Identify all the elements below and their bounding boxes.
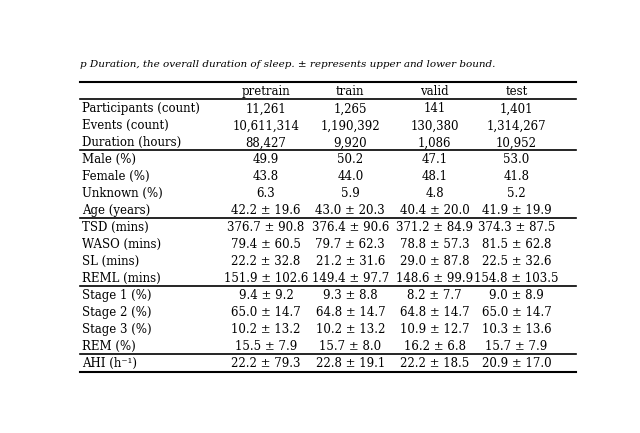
Text: 65.0 ± 14.7: 65.0 ± 14.7 <box>482 307 551 320</box>
Text: Duration (hours): Duration (hours) <box>83 136 182 149</box>
Text: 5.9: 5.9 <box>341 187 360 200</box>
Text: 81.5 ± 62.8: 81.5 ± 62.8 <box>482 238 551 252</box>
Text: 15.7 ± 8.0: 15.7 ± 8.0 <box>319 340 381 353</box>
Text: Stage 1 (%): Stage 1 (%) <box>83 289 152 302</box>
Text: 15.5 ± 7.9: 15.5 ± 7.9 <box>235 340 297 353</box>
Text: 41.8: 41.8 <box>504 170 529 183</box>
Text: Events (count): Events (count) <box>83 120 169 132</box>
Text: 9.0 ± 8.9: 9.0 ± 8.9 <box>489 289 544 302</box>
Text: 151.9 ± 102.6: 151.9 ± 102.6 <box>224 272 308 285</box>
Text: 20.9 ± 17.0: 20.9 ± 17.0 <box>482 357 551 370</box>
Text: Female (%): Female (%) <box>83 170 150 183</box>
Text: 64.8 ± 14.7: 64.8 ± 14.7 <box>400 307 470 320</box>
Text: Participants (count): Participants (count) <box>83 102 200 115</box>
Text: 22.8 ± 19.1: 22.8 ± 19.1 <box>316 357 385 370</box>
Text: 9.4 ± 9.2: 9.4 ± 9.2 <box>239 289 293 302</box>
Text: 10.2 ± 13.2: 10.2 ± 13.2 <box>316 323 385 336</box>
Text: 141: 141 <box>424 102 446 115</box>
Text: 44.0: 44.0 <box>337 170 364 183</box>
Text: 376.7 ± 90.8: 376.7 ± 90.8 <box>227 221 305 234</box>
Text: WASO (mins): WASO (mins) <box>83 238 162 252</box>
Text: 11,261: 11,261 <box>246 102 286 115</box>
Text: 43.8: 43.8 <box>253 170 279 183</box>
Text: train: train <box>336 85 365 98</box>
Text: 8.2 ± 7.7: 8.2 ± 7.7 <box>407 289 462 302</box>
Text: 22.5 ± 32.6: 22.5 ± 32.6 <box>482 255 551 268</box>
Text: 371.2 ± 84.9: 371.2 ± 84.9 <box>396 221 473 234</box>
Text: 10,611,314: 10,611,314 <box>232 120 300 132</box>
Text: 5.2: 5.2 <box>507 187 526 200</box>
Text: Age (years): Age (years) <box>83 204 151 217</box>
Text: 64.8 ± 14.7: 64.8 ± 14.7 <box>316 307 385 320</box>
Text: 48.1: 48.1 <box>422 170 447 183</box>
Text: 22.2 ± 32.8: 22.2 ± 32.8 <box>232 255 301 268</box>
Text: 49.9: 49.9 <box>253 153 279 166</box>
Text: 1,314,267: 1,314,267 <box>486 120 547 132</box>
Text: 79.4 ± 60.5: 79.4 ± 60.5 <box>231 238 301 252</box>
Text: 42.2 ± 19.6: 42.2 ± 19.6 <box>231 204 301 217</box>
Text: pretrain: pretrain <box>242 85 291 98</box>
Text: 4.8: 4.8 <box>426 187 444 200</box>
Text: 1,190,392: 1,190,392 <box>321 120 380 132</box>
Text: Unknown (%): Unknown (%) <box>83 187 163 200</box>
Text: 1,401: 1,401 <box>500 102 533 115</box>
Text: 15.7 ± 7.9: 15.7 ± 7.9 <box>485 340 548 353</box>
Text: 41.9 ± 19.9: 41.9 ± 19.9 <box>482 204 551 217</box>
Text: 6.3: 6.3 <box>257 187 275 200</box>
Text: TSD (mins): TSD (mins) <box>83 221 149 234</box>
Text: 149.4 ± 97.7: 149.4 ± 97.7 <box>312 272 389 285</box>
Text: 29.0 ± 87.8: 29.0 ± 87.8 <box>400 255 469 268</box>
Text: Stage 2 (%): Stage 2 (%) <box>83 307 152 320</box>
Text: 130,380: 130,380 <box>410 120 459 132</box>
Text: 88,427: 88,427 <box>246 136 287 149</box>
Text: 22.2 ± 79.3: 22.2 ± 79.3 <box>231 357 301 370</box>
Text: 9.3 ± 8.8: 9.3 ± 8.8 <box>323 289 378 302</box>
Text: test: test <box>506 85 527 98</box>
Text: Male (%): Male (%) <box>83 153 136 166</box>
Text: 10.9 ± 12.7: 10.9 ± 12.7 <box>400 323 469 336</box>
Text: 21.2 ± 31.6: 21.2 ± 31.6 <box>316 255 385 268</box>
Text: 10.2 ± 13.2: 10.2 ± 13.2 <box>231 323 301 336</box>
Text: 154.8 ± 103.5: 154.8 ± 103.5 <box>474 272 559 285</box>
Text: 22.2 ± 18.5: 22.2 ± 18.5 <box>400 357 469 370</box>
Text: 9,920: 9,920 <box>333 136 367 149</box>
Text: p Duration, the overall duration of sleep. ± represents upper and lower bound.: p Duration, the overall duration of slee… <box>80 60 495 69</box>
Text: 78.8 ± 57.3: 78.8 ± 57.3 <box>400 238 470 252</box>
Text: AHI (h⁻¹): AHI (h⁻¹) <box>83 357 138 370</box>
Text: 79.7 ± 62.3: 79.7 ± 62.3 <box>316 238 385 252</box>
Text: 40.4 ± 20.0: 40.4 ± 20.0 <box>400 204 470 217</box>
Text: 1,265: 1,265 <box>333 102 367 115</box>
Text: 148.6 ± 99.9: 148.6 ± 99.9 <box>396 272 473 285</box>
Text: 50.2: 50.2 <box>337 153 364 166</box>
Text: 53.0: 53.0 <box>503 153 530 166</box>
Text: REM (%): REM (%) <box>83 340 136 353</box>
Text: REML (mins): REML (mins) <box>83 272 161 285</box>
Text: 47.1: 47.1 <box>422 153 448 166</box>
Text: 43.0 ± 20.3: 43.0 ± 20.3 <box>316 204 385 217</box>
Text: 1,086: 1,086 <box>418 136 451 149</box>
Text: 10,952: 10,952 <box>496 136 537 149</box>
Text: SL (mins): SL (mins) <box>83 255 140 268</box>
Text: 65.0 ± 14.7: 65.0 ± 14.7 <box>231 307 301 320</box>
Text: 16.2 ± 6.8: 16.2 ± 6.8 <box>404 340 466 353</box>
Text: 374.3 ± 87.5: 374.3 ± 87.5 <box>478 221 555 234</box>
Text: valid: valid <box>420 85 449 98</box>
Text: Stage 3 (%): Stage 3 (%) <box>83 323 152 336</box>
Text: 376.4 ± 90.6: 376.4 ± 90.6 <box>312 221 389 234</box>
Text: 10.3 ± 13.6: 10.3 ± 13.6 <box>482 323 551 336</box>
